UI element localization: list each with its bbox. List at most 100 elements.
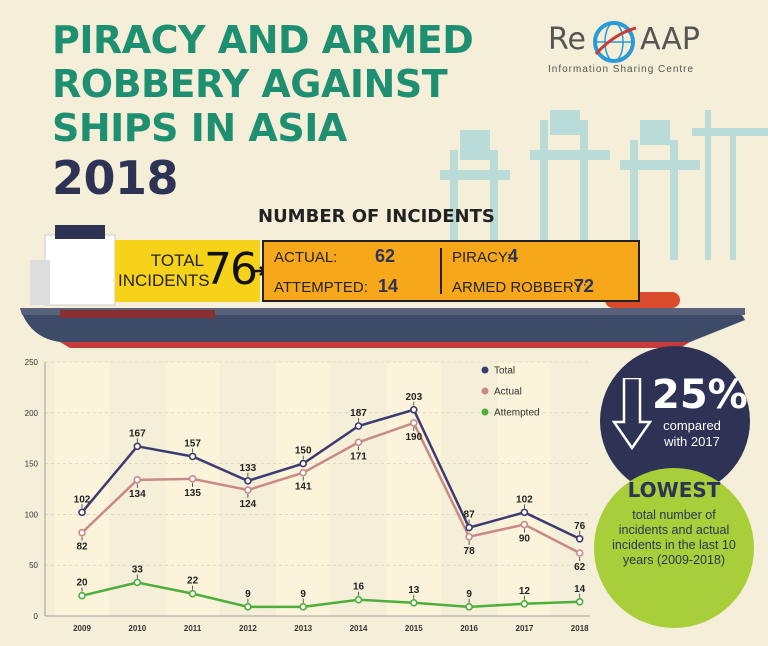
data-point (133, 578, 142, 587)
x-tick-label: 2018 (571, 624, 589, 633)
data-point (409, 419, 418, 427)
data-label: 171 (350, 451, 367, 462)
data-point (575, 534, 584, 543)
data-label: 102 (74, 494, 91, 505)
data-label: 102 (516, 494, 533, 505)
x-tick-label: 2009 (73, 624, 91, 633)
data-label: 33 (132, 564, 144, 575)
page-title: PIRACY AND ARMED ROBBERY AGAINST SHIPS I… (52, 18, 492, 206)
data-label: 12 (519, 586, 531, 597)
data-point (575, 549, 584, 557)
x-tick-label: 2014 (350, 624, 368, 633)
data-point (299, 459, 308, 468)
data-label: 190 (405, 432, 422, 443)
y-tick-label: 200 (25, 409, 39, 418)
data-label: 14 (574, 584, 586, 595)
y-tick-label: 250 (25, 358, 39, 367)
data-point (520, 600, 529, 608)
data-label: 20 (76, 578, 88, 589)
data-label: 9 (466, 589, 472, 600)
arrow-down-icon (612, 378, 652, 450)
data-point (133, 476, 142, 484)
legend-label: Total (494, 366, 515, 377)
data-point (244, 477, 252, 485)
data-label: 78 (464, 546, 476, 557)
data-label: 82 (76, 542, 88, 553)
data-point (188, 475, 197, 483)
decrease-percent: 25% (652, 372, 748, 418)
armed-robbery-value: 72 (574, 276, 595, 296)
data-point (188, 452, 197, 461)
data-label: 124 (240, 499, 257, 510)
actual-value: 62 (375, 246, 396, 266)
data-point (299, 468, 308, 477)
data-point (409, 405, 418, 414)
y-tick-label: 150 (25, 460, 39, 469)
data-label: 16 (353, 582, 365, 593)
x-tick-label: 2017 (516, 624, 534, 633)
data-point (78, 508, 86, 517)
title-text: PIRACY AND ARMED ROBBERY AGAINST SHIPS I… (52, 18, 474, 150)
legend-marker-total (481, 366, 489, 374)
y-tick-label: 0 (34, 612, 39, 621)
piracy-value: 4 (508, 246, 519, 266)
lowest-text: total number of incidents and actual inc… (612, 508, 736, 567)
data-label: 133 (240, 463, 257, 474)
x-tick-label: 2012 (239, 624, 257, 633)
data-label: 76 (574, 521, 586, 532)
chart-column-band (276, 362, 331, 616)
data-point (465, 532, 473, 541)
attempted-label: ATTEMPTED: (274, 279, 368, 296)
logo-re: Re (548, 22, 586, 57)
attempted-value: 14 (378, 276, 399, 296)
legend-marker-attempted (481, 408, 489, 416)
series-line-total (81, 408, 581, 540)
data-point (354, 438, 363, 447)
data-label: 90 (519, 534, 531, 545)
data-label: 203 (405, 392, 422, 403)
chart-column-band (552, 362, 600, 616)
total-incidents-value: 76 (204, 244, 258, 295)
data-label: 87 (464, 510, 476, 521)
series-line-actual (81, 421, 581, 555)
x-tick-label: 2016 (460, 624, 478, 633)
data-label: 167 (129, 428, 146, 439)
legend-label: Actual (494, 387, 522, 398)
globe-icon (593, 21, 637, 63)
actual-label: ACTUAL: (274, 249, 338, 266)
lowest-callout (594, 468, 754, 628)
x-tick-label: 2010 (128, 624, 146, 633)
y-tick-label: 50 (29, 561, 38, 570)
data-label: 62 (574, 562, 586, 573)
data-point (244, 486, 252, 494)
data-label: 22 (187, 576, 199, 587)
data-point (575, 597, 584, 606)
data-label: 150 (295, 446, 312, 457)
series-line-attempted (81, 581, 580, 609)
data-point (465, 523, 473, 532)
chart-column-band (497, 362, 552, 616)
chart-column-band (110, 362, 165, 616)
lowest-title: LOWEST (627, 478, 721, 502)
title-year: 2018 (52, 151, 179, 205)
port-cranes-illustration (440, 110, 768, 260)
data-point (188, 589, 197, 598)
x-tick-label: 2011 (184, 624, 202, 633)
data-point (409, 598, 418, 607)
ship-illustration (20, 225, 745, 348)
x-tick-label: 2015 (405, 624, 423, 633)
decrease-text: compared with 2017 (663, 418, 721, 449)
incidents-title: NUMBER OF INCIDENTS (258, 206, 495, 227)
chart-column-band (331, 362, 386, 616)
data-label: 187 (350, 408, 367, 419)
data-point (520, 508, 529, 517)
y-tick-label: 100 (25, 510, 39, 519)
data-label: 9 (245, 589, 251, 600)
data-label: 13 (408, 585, 420, 596)
data-point (133, 442, 142, 451)
armed-robbery-label: ARMED ROBBERY: (452, 279, 587, 296)
legend-label: Attempted (494, 408, 540, 419)
data-label: 134 (129, 489, 146, 500)
x-tick-label: 2013 (294, 624, 312, 633)
data-point (78, 591, 86, 600)
